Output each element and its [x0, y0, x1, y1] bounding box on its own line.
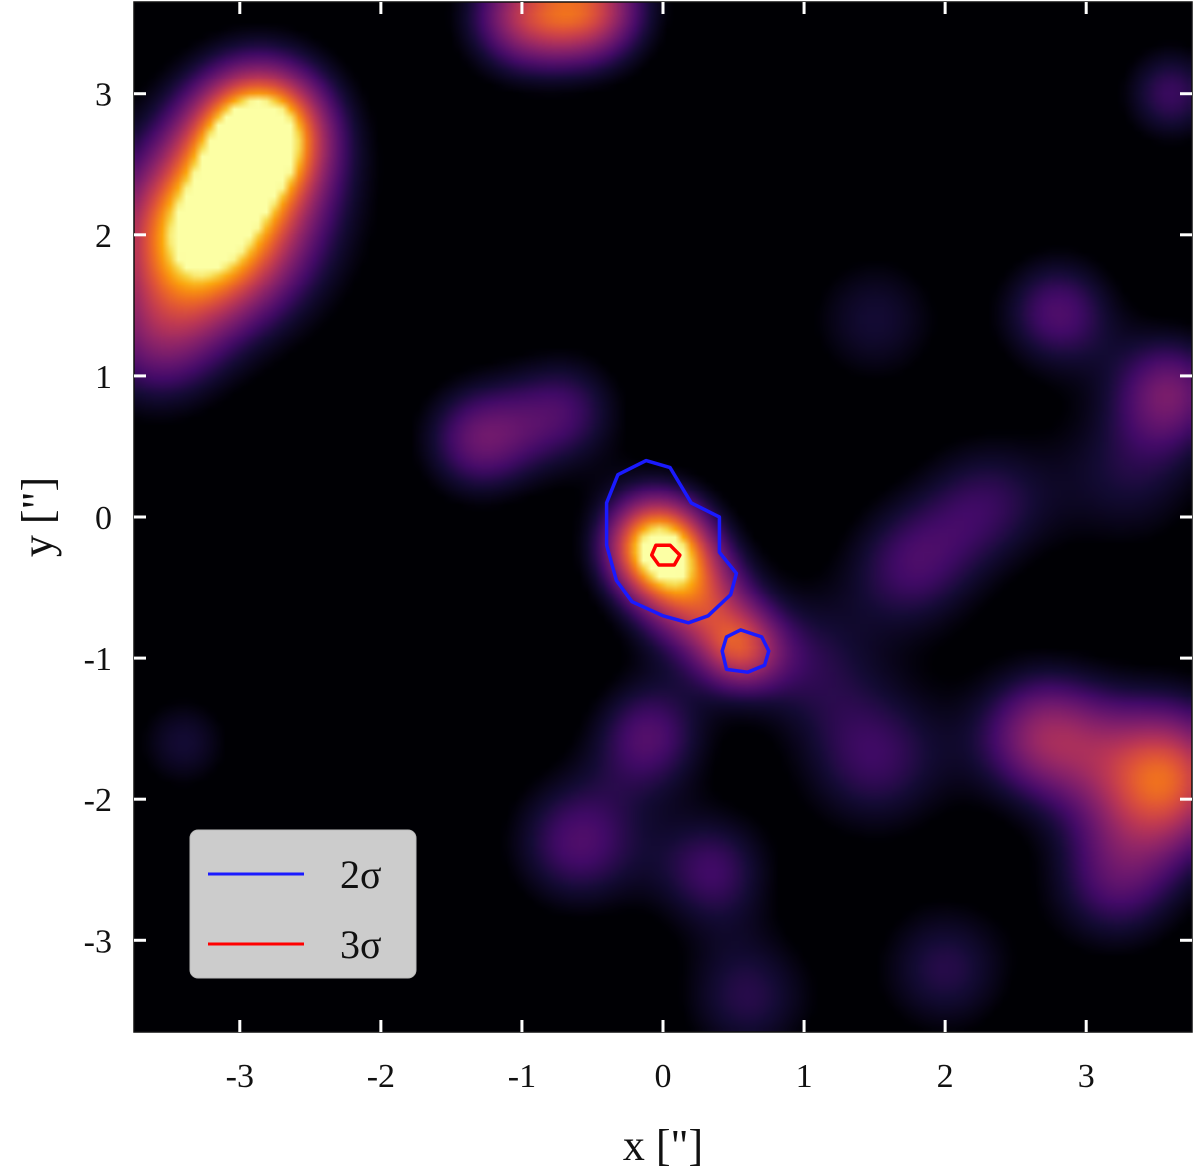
x-tick-label-5: 2 — [937, 1058, 954, 1095]
legend-box — [189, 829, 417, 979]
contour-2sigma-1 — [720, 628, 771, 674]
x-tick-label-3: 0 — [655, 1058, 672, 1095]
contour-3sigma-0 — [649, 543, 682, 567]
y-axis-ticks: -3 -2 -1 0 1 2 3 — [84, 77, 1192, 960]
y-tick-label-3: 0 — [95, 500, 112, 537]
x-tick-label-6: 3 — [1078, 1058, 1095, 1095]
legend: 2σ 3σ — [189, 829, 417, 979]
x-axis-ticks: -3 -2 -1 0 1 2 3 — [226, 2, 1095, 1095]
x-tick-label-0: -3 — [226, 1058, 254, 1095]
contour-2sigma-0 — [604, 458, 739, 625]
y-tick-label-0: -3 — [84, 923, 112, 960]
x-tick-label-4: 1 — [796, 1058, 813, 1095]
y-tick-label-4: 1 — [95, 359, 112, 396]
y-tick-label-5: 2 — [95, 218, 112, 255]
y-tick-label-6: 3 — [95, 77, 112, 114]
x-tick-label-1: -2 — [367, 1058, 395, 1095]
x-tick-label-2: -1 — [508, 1058, 536, 1095]
y-tick-label-1: -2 — [84, 782, 112, 819]
legend-label-0: 2σ — [340, 852, 382, 897]
contour-layer — [604, 458, 771, 674]
legend-label-1: 3σ — [340, 922, 382, 967]
y-tick-label-2: -1 — [84, 641, 112, 678]
x-axis-label: x ["] — [623, 1121, 703, 1170]
y-axis-label: y ["] — [13, 477, 62, 557]
